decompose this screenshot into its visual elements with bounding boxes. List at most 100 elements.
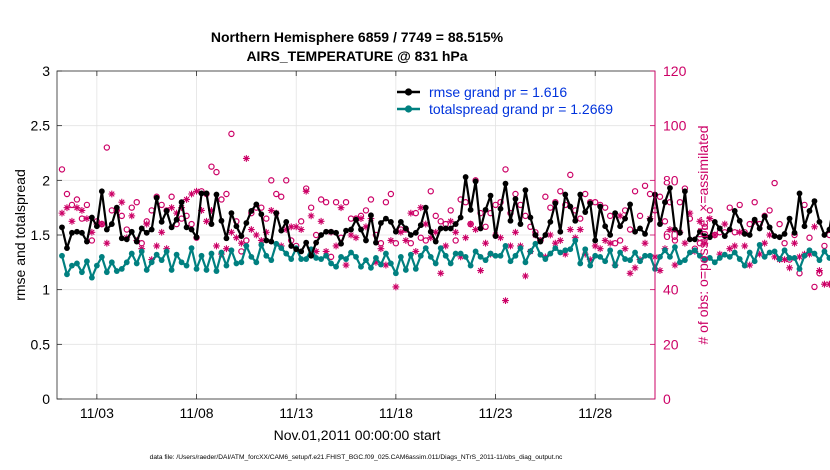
totalspread-point	[642, 252, 648, 259]
rmse-point	[522, 187, 529, 194]
obs-assimilated-point	[686, 209, 694, 217]
x-tick-label: 11/13	[279, 405, 313, 421]
rmse-point	[746, 232, 753, 238]
obs-possible-point	[706, 207, 714, 214]
totalspread-point	[422, 245, 429, 252]
obs-assimilated-point	[746, 261, 754, 269]
totalspread-point	[203, 267, 210, 273]
obs-possible-point	[626, 226, 634, 233]
rmse-point	[163, 208, 170, 214]
totalspread-point	[228, 247, 235, 254]
obs-possible-point	[208, 163, 215, 170]
rmse-point	[472, 178, 479, 185]
totalspread-point	[183, 262, 190, 269]
totalspread-point	[801, 252, 808, 259]
rmse-point	[392, 228, 399, 235]
rmse-point	[328, 228, 334, 235]
obs-assimilated-point	[497, 234, 504, 242]
totalspread-point	[542, 256, 549, 262]
rmse-point	[637, 225, 643, 232]
obs-assimilated-point	[437, 269, 445, 277]
obs-assimilated-point	[726, 245, 734, 253]
rmse-point	[796, 190, 803, 197]
obs-possible-point	[701, 223, 709, 230]
rmse-point	[79, 229, 85, 236]
obs-assimilated-point	[706, 215, 714, 222]
obs-possible-point	[407, 239, 415, 247]
obs-assimilated-point	[806, 250, 813, 258]
totalspread-point	[118, 265, 125, 272]
obs-possible-point	[133, 198, 140, 206]
obs-assimilated-point	[641, 239, 649, 247]
totalspread-point	[691, 247, 698, 254]
obs-assimilated-point	[457, 253, 465, 261]
obs-assimilated-point	[756, 250, 764, 258]
totalspread-point	[383, 250, 389, 257]
totalspread-point	[682, 257, 688, 264]
totalspread-point	[153, 251, 160, 258]
obs-possible-point	[432, 212, 439, 220]
obs-assimilated-point	[322, 248, 330, 255]
totalspread-point	[173, 251, 180, 258]
obs-assimilated-point	[108, 190, 116, 198]
rmse-point	[761, 213, 768, 220]
rmse-point	[278, 227, 285, 234]
rmse-point	[203, 190, 210, 197]
obs-possible-point	[218, 196, 225, 203]
obs-possible-point	[317, 196, 325, 203]
totalspread-point	[253, 259, 260, 266]
totalspread-point	[771, 248, 778, 255]
totalspread-point	[318, 256, 325, 262]
totalspread-point	[532, 240, 539, 247]
rmse-point	[323, 228, 329, 235]
obs-assimilated-point	[616, 212, 624, 220]
totalspread-point	[721, 251, 728, 258]
rmse-point	[133, 238, 140, 245]
obs-assimilated-point	[317, 217, 325, 225]
totalspread-point	[711, 259, 718, 266]
obs-assimilated-point	[467, 220, 475, 228]
totalspread-point	[482, 257, 489, 264]
rmse-point	[333, 229, 339, 236]
totalspread-point	[647, 252, 653, 259]
totalspread-point	[158, 257, 165, 264]
obs-possible-point	[636, 212, 644, 220]
obs-assimilated-point	[766, 231, 774, 239]
obs-possible-point	[103, 144, 111, 151]
rmse-point	[153, 194, 160, 201]
obs-assimilated-point	[417, 204, 425, 212]
obs-assimilated-point	[183, 196, 190, 203]
obs-possible-point	[656, 193, 664, 200]
rmse-point	[667, 185, 673, 191]
rmse-point	[662, 199, 668, 206]
obs-possible-point	[447, 207, 454, 214]
obs-possible-point	[332, 198, 340, 206]
totalspread-point	[552, 245, 559, 252]
y-right-tick-label: 60	[663, 227, 679, 243]
obs-assimilated-point	[826, 280, 830, 288]
rmse-point	[397, 218, 404, 225]
rmse-point	[173, 216, 180, 223]
totalspread-point	[323, 252, 329, 259]
y-left-tick-label: 0.5	[31, 336, 51, 352]
rmse-point	[657, 221, 663, 227]
rmse-point	[776, 234, 783, 241]
totalspread-point	[148, 259, 155, 266]
obs-possible-point	[278, 193, 285, 200]
rmse-point	[402, 225, 409, 232]
rmse-point	[582, 209, 589, 215]
rmse-point	[417, 222, 424, 229]
totalspread-point	[761, 253, 768, 260]
obs-assimilated-point	[771, 253, 778, 261]
rmse-point	[682, 188, 688, 195]
totalspread-point	[796, 265, 803, 272]
obs-possible-point	[342, 198, 350, 206]
obs-assimilated-point	[796, 253, 803, 261]
obs-assimilated-point	[237, 239, 245, 247]
legend-spread-marker	[404, 105, 413, 113]
obs-assimilated-point	[352, 234, 360, 242]
obs-possible-point	[213, 168, 220, 176]
obs-assimilated-point	[387, 237, 395, 244]
obs-possible-point	[567, 171, 574, 179]
totalspread-point	[507, 258, 514, 265]
